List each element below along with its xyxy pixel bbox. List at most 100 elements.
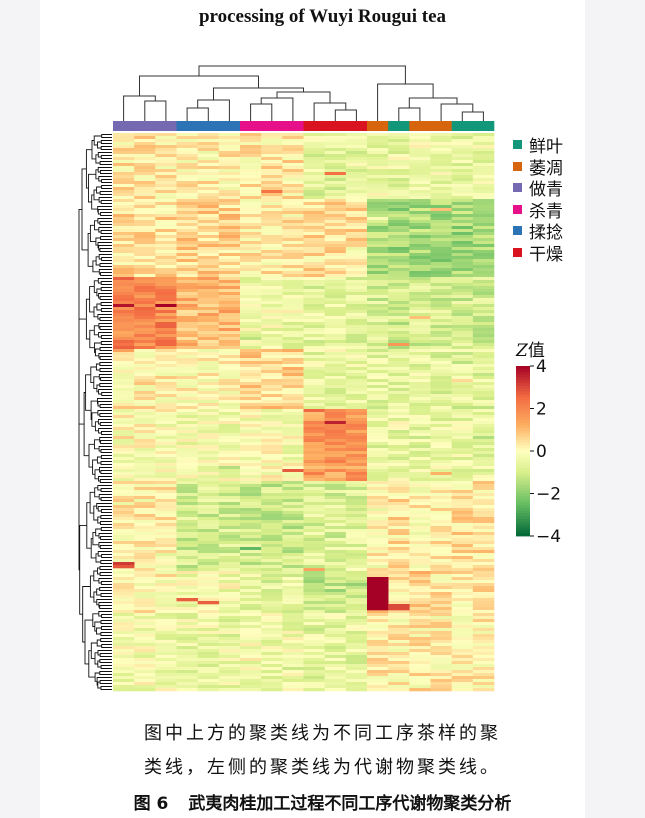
heatmap-cell xyxy=(451,274,474,278)
heatmap-cell xyxy=(155,439,177,443)
heatmap-cell xyxy=(430,295,452,299)
heatmap-cell xyxy=(472,463,495,467)
heatmap-cell xyxy=(409,511,431,515)
heatmap-cell xyxy=(303,535,325,539)
heatmap-cell xyxy=(472,151,495,155)
dendrogram-link xyxy=(260,97,294,121)
heatmap-cell xyxy=(218,355,241,359)
heatmap-cell xyxy=(197,535,220,539)
heatmap-cell xyxy=(155,478,177,482)
colorbar-step xyxy=(516,485,530,489)
heatmap-cell xyxy=(282,610,304,614)
heatmap-cell xyxy=(409,262,431,266)
heatmap-cell xyxy=(134,622,156,626)
heatmap-cell xyxy=(113,160,135,164)
heatmap-cell xyxy=(240,331,262,335)
heatmap-cell xyxy=(303,664,325,668)
heatmap-cell xyxy=(113,613,135,617)
heatmap-cell xyxy=(472,322,495,326)
heatmap-cell xyxy=(176,277,198,281)
heatmap-cell xyxy=(367,580,389,584)
heatmap-cell xyxy=(113,367,135,371)
heatmap-cell xyxy=(282,685,304,689)
heatmap-cell xyxy=(218,640,241,644)
heatmap-cell xyxy=(261,454,283,458)
heatmap-cell xyxy=(261,532,283,536)
heatmap-cell xyxy=(451,436,474,440)
heatmap-cell xyxy=(324,586,347,590)
heatmap-cell xyxy=(282,577,304,581)
heatmap-cell xyxy=(324,364,347,368)
heatmap-cell xyxy=(197,655,220,659)
heatmap-cell xyxy=(324,529,347,533)
heatmap-cell xyxy=(240,190,262,194)
heatmap-cell xyxy=(134,196,156,200)
heatmap-cell xyxy=(240,325,262,329)
heatmap-cell xyxy=(303,310,325,314)
heatmap-cell xyxy=(451,343,474,347)
annotation-cell xyxy=(240,121,262,131)
heatmap-cell xyxy=(451,469,474,473)
heatmap-cell xyxy=(240,556,262,560)
heatmap-cell xyxy=(176,487,198,491)
heatmap-cell xyxy=(388,382,410,386)
heatmap-cell xyxy=(451,172,474,176)
heatmap-cell xyxy=(240,460,262,464)
heatmap-cell xyxy=(155,523,177,527)
heatmap-cell xyxy=(113,580,135,584)
heatmap-cell xyxy=(409,304,431,308)
heatmap-cell xyxy=(197,274,220,278)
heatmap-cell xyxy=(261,205,283,209)
heatmap-cell xyxy=(134,664,156,668)
heatmap-cell xyxy=(451,361,474,365)
heatmap-cell xyxy=(409,202,431,206)
heatmap-cell xyxy=(176,373,198,377)
heatmap-cell xyxy=(113,205,135,209)
legend-swatch xyxy=(512,246,523,258)
heatmap-cell xyxy=(155,550,177,554)
heatmap-cell xyxy=(472,154,495,158)
heatmap-cell xyxy=(282,508,304,512)
heatmap-cell xyxy=(197,580,220,584)
heatmap-cell xyxy=(388,547,410,551)
heatmap-cell xyxy=(345,310,368,314)
heatmap-cell xyxy=(430,667,452,671)
heatmap-cell xyxy=(218,523,241,527)
heatmap-cell xyxy=(197,238,220,242)
heatmap-cell xyxy=(409,178,431,182)
heatmap-cell xyxy=(451,571,474,575)
heatmap-cell xyxy=(472,382,495,386)
heatmap-cell xyxy=(261,571,283,575)
heatmap-cell xyxy=(197,613,220,617)
heatmap-cell xyxy=(134,619,156,623)
heatmap-cell xyxy=(282,520,304,524)
heatmap-cell xyxy=(409,274,431,278)
heatmap-cell xyxy=(409,547,431,551)
heatmap-cell xyxy=(113,439,135,443)
heatmap-cell xyxy=(303,133,325,137)
heatmap-cell xyxy=(113,154,135,158)
heatmap-cell xyxy=(282,436,304,440)
heatmap-cell xyxy=(176,568,198,572)
heatmap-cell xyxy=(430,433,452,437)
heatmap-cell xyxy=(472,262,495,266)
heatmap-cell xyxy=(113,388,135,392)
heatmap-cell xyxy=(388,298,410,302)
heatmap-cell xyxy=(472,286,495,290)
heatmap-cell xyxy=(345,151,368,155)
heatmap-cell xyxy=(240,490,262,494)
heatmap-cell xyxy=(324,508,347,512)
heatmap-cell xyxy=(388,598,410,602)
heatmap-cell xyxy=(240,445,262,449)
heatmap-cell xyxy=(303,244,325,248)
heatmap-cell xyxy=(134,211,156,215)
heatmap-cell xyxy=(155,514,177,518)
heatmap-cell xyxy=(388,316,410,320)
heatmap-cell xyxy=(472,424,495,428)
heatmap-cell xyxy=(345,478,368,482)
heatmap-cell xyxy=(197,202,220,206)
heatmap-cell xyxy=(472,499,495,503)
heatmap-cell xyxy=(155,622,177,626)
heatmap-cell xyxy=(451,286,474,290)
